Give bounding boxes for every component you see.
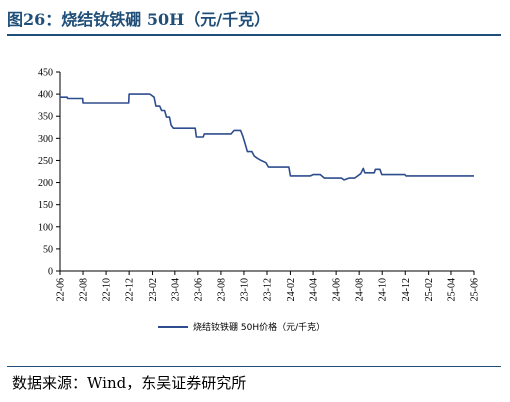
figure-title: 图26：烧结钕铁硼 50H（元/千克） <box>7 10 271 29</box>
y-tick-label: 300 <box>38 134 53 145</box>
x-tick-label: 24-02 <box>286 278 297 301</box>
y-tick-label: 0 <box>48 267 53 278</box>
x-tick-label: 24-10 <box>378 278 389 301</box>
source-note: 数据来源：Wind，东吴证券研究所 <box>12 374 247 392</box>
y-axis: 0 50 100 150 200 250 300 350 400 450 <box>38 68 61 278</box>
x-tick-label: 23-08 <box>216 278 227 301</box>
y-tick-label: 150 <box>38 200 53 211</box>
x-tick-label: 23-02 <box>148 278 159 301</box>
y-tick-label: 50 <box>43 244 53 255</box>
legend-label: 烧结钕铁硼 50H价格（元/千克） <box>193 321 325 333</box>
x-tick-label: 23-10 <box>239 278 250 301</box>
x-tick-label: 22-06 <box>56 278 67 301</box>
x-tick-label: 22-10 <box>102 278 113 301</box>
y-tick-label: 400 <box>38 90 53 101</box>
x-tick-label: 25-04 <box>446 278 457 301</box>
x-axis: 22-06 22-08 22-10 22-12 23-02 23-04 23-06 23-08… <box>56 270 481 301</box>
x-tick-label: 22-08 <box>79 278 90 301</box>
y-tick-label: 200 <box>38 178 53 189</box>
x-tick-label: 23-06 <box>193 278 204 301</box>
y-tick-label: 250 <box>38 156 53 167</box>
legend: 烧结钕铁硼 50H价格（元/千克） <box>158 321 325 333</box>
x-tick-label: 24-08 <box>355 278 366 301</box>
x-tick-label: 25-06 <box>470 278 481 301</box>
x-tick-label: 22-12 <box>125 278 136 301</box>
x-tick-label: 25-02 <box>424 278 435 301</box>
series-group <box>60 93 474 181</box>
x-tick-label: 23-04 <box>170 278 181 301</box>
y-tick-label: 450 <box>38 68 53 79</box>
title-divider <box>7 34 501 36</box>
x-tick-label: 24-04 <box>309 278 320 301</box>
x-tick-label: 24-06 <box>332 278 343 301</box>
x-tick-label: 24-12 <box>401 278 412 301</box>
source-divider <box>7 366 501 367</box>
y-tick-label: 100 <box>38 222 53 233</box>
y-tick-label: 350 <box>38 112 53 123</box>
x-tick-label: 23-12 <box>263 278 274 301</box>
series-line <box>60 93 474 181</box>
